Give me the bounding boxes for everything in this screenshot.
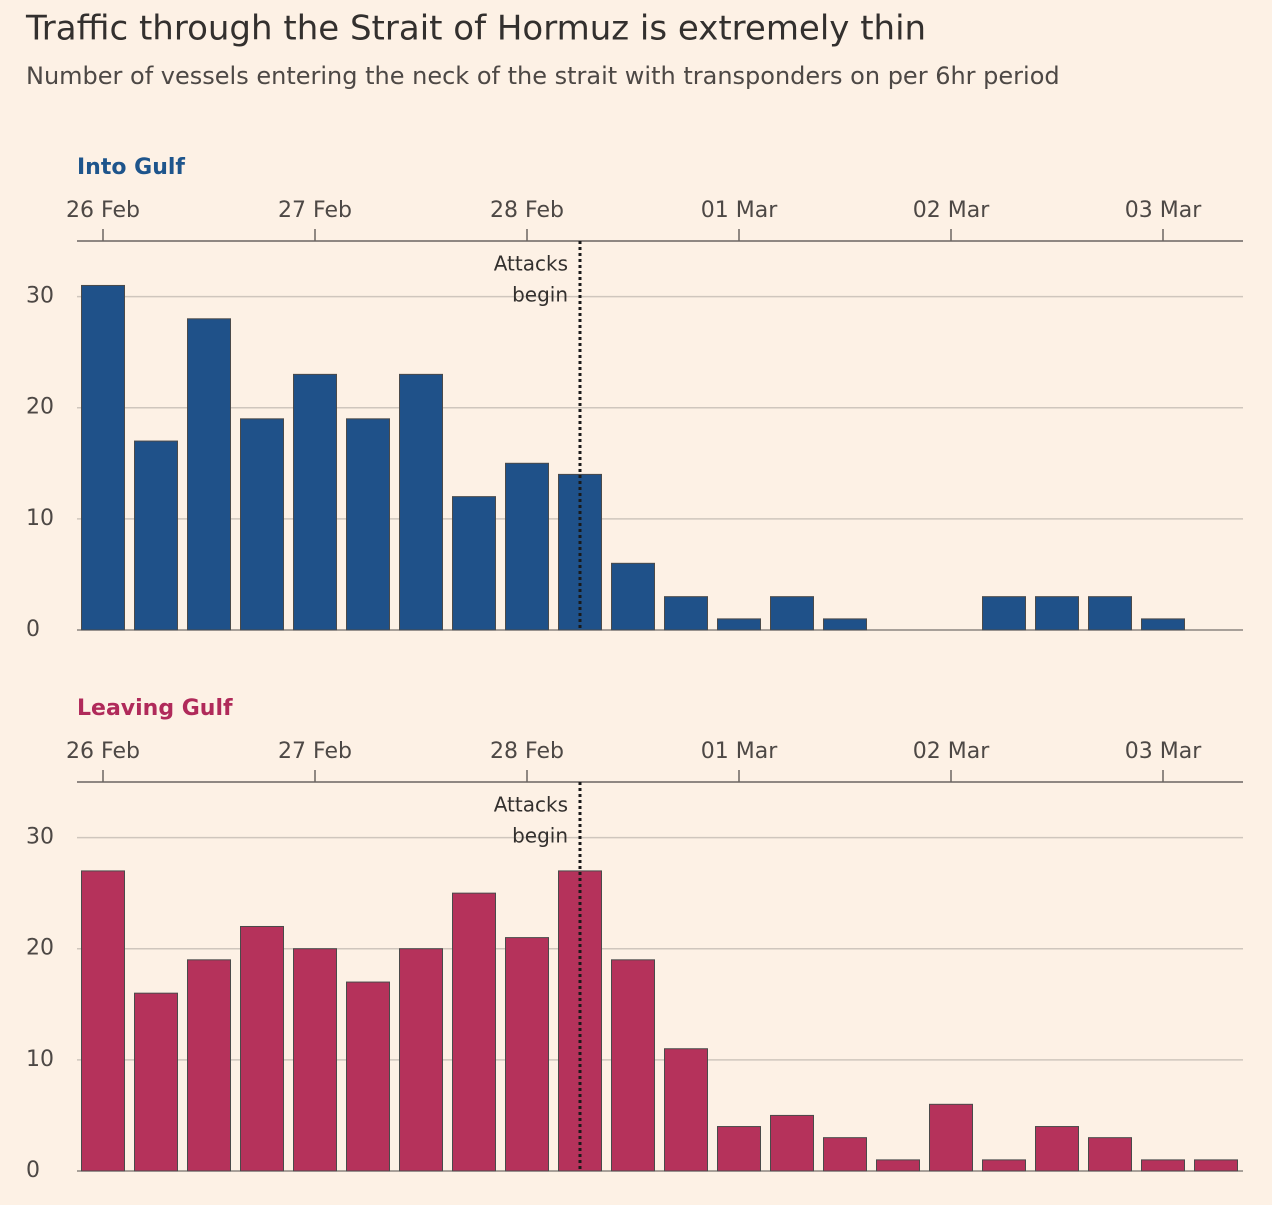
bar	[929, 1103, 973, 1172]
x-tick-label: 02 Mar	[913, 198, 990, 223]
x-tick-label: 01 Mar	[701, 198, 778, 223]
y-tick-label: 0	[26, 617, 40, 642]
x-tick-label: 03 Mar	[1125, 739, 1202, 764]
annotation-text: Attacks	[494, 793, 568, 817]
bar	[346, 418, 390, 631]
x-tick-label: 02 Mar	[913, 739, 990, 764]
bar	[611, 959, 655, 1172]
page-subtitle: Number of vessels entering the neck of t…	[26, 62, 1060, 90]
x-tick-label: 28 Feb	[490, 739, 564, 764]
y-tick-label: 20	[26, 936, 54, 961]
panel: Into Gulf 0 10 20 30 26 Feb 27 Feb 28 Feb 01 Mar…	[26, 155, 1243, 642]
bar	[293, 373, 337, 631]
bar	[346, 981, 390, 1172]
bar	[81, 870, 125, 1172]
bar	[293, 948, 337, 1172]
panel-title: Into Gulf	[77, 155, 185, 180]
x-tick-label: 27 Feb	[278, 198, 352, 223]
x-tick-label: 28 Feb	[490, 198, 564, 223]
annotation-text: begin	[512, 824, 568, 848]
annotation-text: Attacks	[494, 252, 568, 276]
bar	[1141, 1159, 1185, 1172]
bar	[823, 1137, 867, 1172]
bar	[240, 418, 284, 631]
bar	[452, 892, 496, 1172]
y-tick-label: 10	[26, 506, 54, 531]
x-tick-label: 01 Mar	[701, 739, 778, 764]
bar	[770, 596, 814, 631]
bar	[399, 948, 443, 1172]
y-tick-label: 30	[26, 284, 54, 309]
bar	[823, 618, 867, 631]
annotation-text: begin	[512, 283, 568, 307]
bar	[134, 992, 178, 1172]
bar	[770, 1114, 814, 1172]
bar	[240, 925, 284, 1172]
bar	[558, 473, 602, 631]
y-tick-label: 0	[26, 1158, 40, 1183]
panel: Leaving Gulf 0 10 20 30 26 Feb 27 Feb 28 Feb 01 …	[26, 696, 1243, 1183]
x-tick-label: 26 Feb	[66, 739, 140, 764]
bar	[982, 1159, 1026, 1172]
y-tick-label: 10	[26, 1047, 54, 1072]
bar	[876, 1159, 920, 1172]
bar	[717, 618, 761, 631]
bar	[1194, 1159, 1238, 1172]
bar	[134, 440, 178, 631]
bar	[1088, 596, 1132, 631]
bar	[452, 496, 496, 631]
bar	[505, 937, 549, 1172]
bar	[187, 318, 231, 631]
bar	[1035, 596, 1079, 631]
x-tick-label: 27 Feb	[278, 739, 352, 764]
y-tick-label: 20	[26, 395, 54, 420]
x-tick-label: 03 Mar	[1125, 198, 1202, 223]
bar	[664, 1048, 708, 1172]
bar	[1141, 618, 1185, 631]
panel-title: Leaving Gulf	[77, 696, 233, 721]
page-title: Traffic through the Strait of Hormuz is …	[25, 9, 926, 49]
y-tick-label: 30	[26, 825, 54, 850]
bar	[81, 284, 125, 631]
bar	[717, 1126, 761, 1172]
bar	[399, 373, 443, 631]
bar	[664, 596, 708, 631]
x-tick-label: 26 Feb	[66, 198, 140, 223]
bar	[1035, 1126, 1079, 1172]
bar	[187, 959, 231, 1172]
bar	[1088, 1137, 1132, 1172]
bar	[611, 562, 655, 631]
bar	[505, 462, 549, 631]
bar	[982, 596, 1026, 631]
